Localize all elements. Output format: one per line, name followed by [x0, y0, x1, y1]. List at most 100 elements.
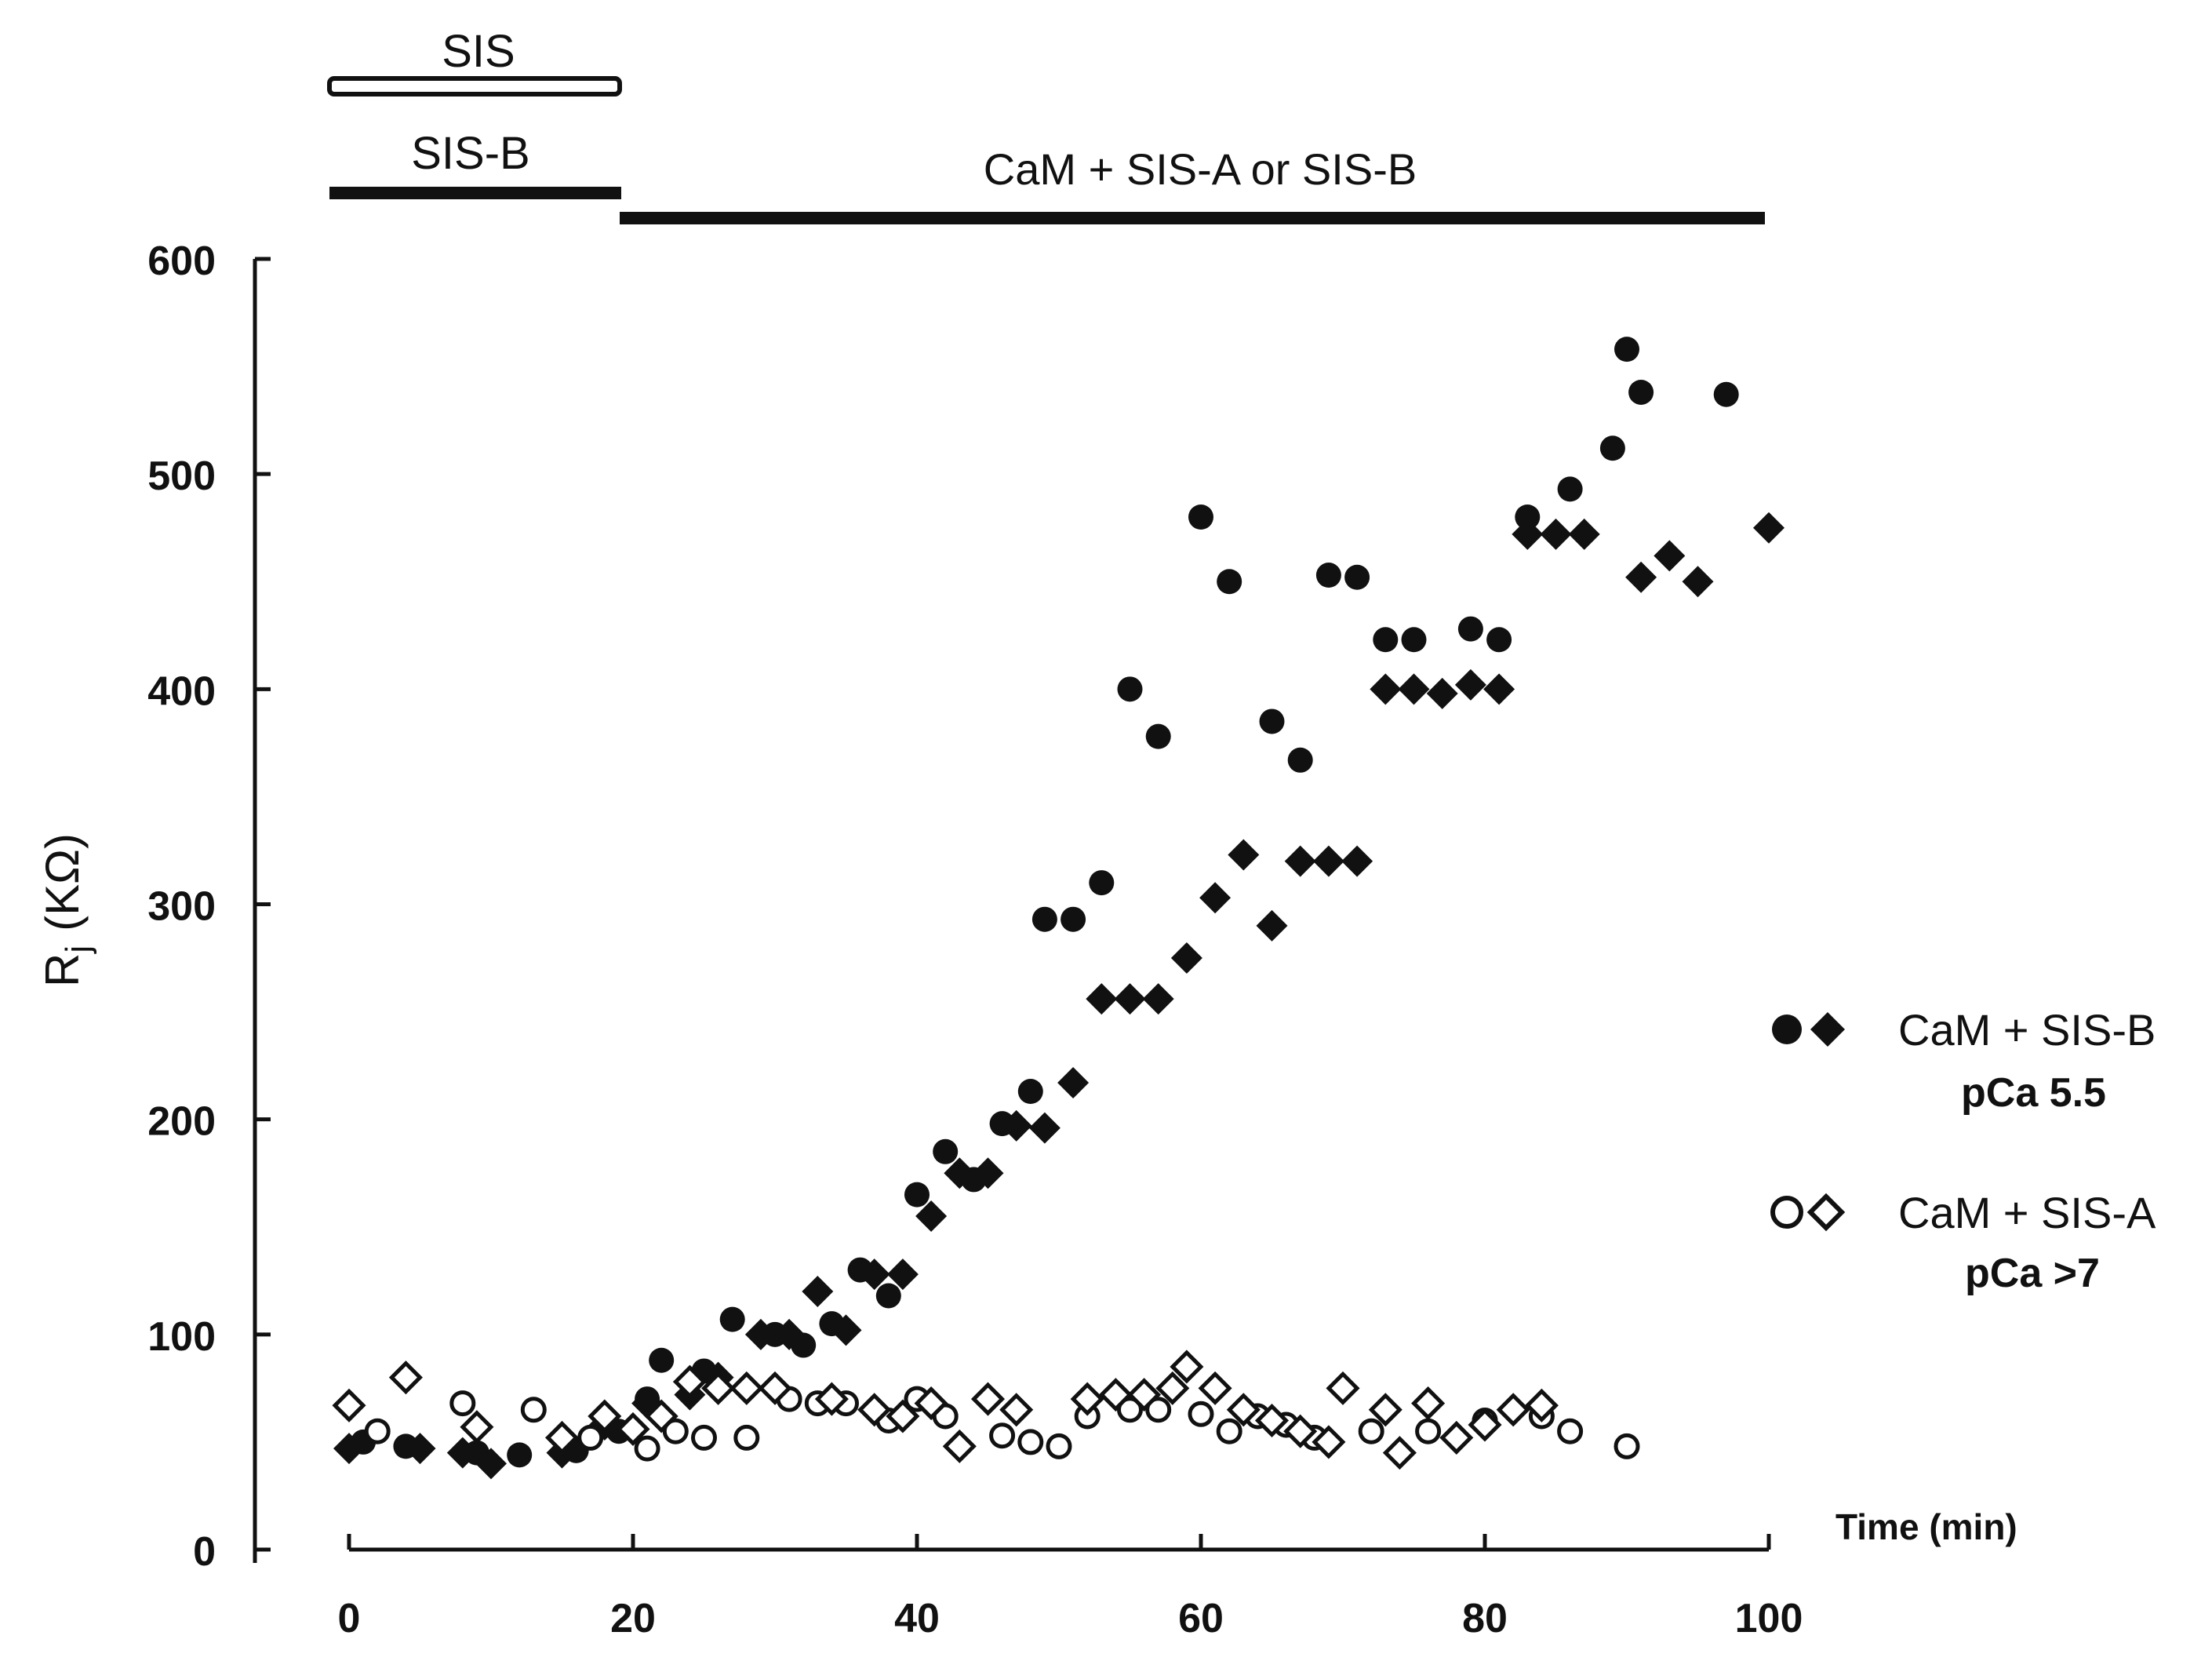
data-point-filled-circle — [1515, 504, 1541, 530]
data-point-open-diamond — [460, 1410, 494, 1444]
x-tick-label: 80 — [1462, 1596, 1508, 1641]
data-point-open-diamond — [1411, 1386, 1446, 1421]
data-point-filled-circle — [1344, 564, 1370, 590]
data-point-filled-diamond — [1682, 566, 1714, 598]
data-point-open-diamond — [1226, 1393, 1261, 1427]
treatment-annotations: SIS SIS-B CaM + SIS-A or SIS-B — [327, 26, 1765, 224]
y-tick-label: 100 — [147, 1314, 216, 1360]
data-point-open-diamond — [942, 1429, 977, 1463]
x-tick-label: 40 — [894, 1596, 940, 1641]
data-point-filled-circle — [1599, 435, 1625, 461]
data-point-filled-circle — [1089, 870, 1115, 896]
data-point-filled-circle — [1486, 627, 1512, 653]
data-point-filled-diamond — [1753, 512, 1785, 544]
data-point-filled-circle — [1373, 627, 1399, 653]
axes: 0 100 200 300 400 500 600 0 20 40 60 80 100 — [147, 239, 1803, 1641]
data-point-filled-diamond — [802, 1276, 834, 1307]
legend-item-cam-sis-a: CaM + SIS-A pCa >7 — [1770, 1188, 2156, 1296]
legend-filled-circle-marker — [1772, 1014, 1802, 1044]
data-point-open-diamond — [1468, 1408, 1502, 1442]
sis-annotation-label: SIS — [442, 26, 515, 77]
sisb-solid-bar — [329, 187, 621, 199]
data-point-filled-diamond — [1142, 983, 1174, 1015]
data-point-open-circle — [691, 1424, 717, 1451]
data-point-open-circle — [1216, 1418, 1242, 1444]
data-point-open-circle — [989, 1422, 1016, 1449]
data-point-open-diamond — [999, 1393, 1034, 1427]
data-point-open-circle — [662, 1418, 689, 1444]
data-point-filled-diamond — [1199, 882, 1232, 914]
data-point-filled-circle — [1145, 723, 1171, 749]
data-point-open-diamond — [857, 1393, 892, 1427]
data-point-filled-diamond — [1454, 668, 1486, 701]
data-point-filled-diamond — [1284, 845, 1316, 877]
data-point-filled-diamond — [1028, 1112, 1061, 1144]
legend-filled-diamond-marker — [1810, 1012, 1845, 1047]
data-point-open-diamond — [914, 1386, 948, 1421]
legend-sublabel-pca-5-5: pCa 5.5 — [1961, 1070, 2106, 1116]
legend-item-cam-sis-b: CaM + SIS-B pCa 5.5 — [1772, 1005, 2156, 1116]
data-point-filled-circle — [1259, 708, 1285, 734]
data-point-open-diamond — [701, 1371, 736, 1405]
svg-text:Rj(KΩ): Rj (KΩ) — [36, 833, 97, 987]
data-point-filled-circle — [875, 1283, 901, 1309]
data-point-open-circle — [577, 1424, 604, 1451]
data-point-filled-diamond — [1057, 1067, 1090, 1099]
data-point-open-diamond — [1312, 1425, 1346, 1459]
x-tick-label: 0 — [338, 1596, 361, 1641]
data-point-open-diamond — [1382, 1436, 1417, 1470]
data-point-filled-circle — [1401, 627, 1427, 653]
data-point-filled-circle — [1628, 379, 1654, 405]
data-point-filled-circle — [933, 1138, 959, 1164]
data-point-filled-diamond — [1370, 673, 1402, 705]
legend: CaM + SIS-B pCa 5.5 CaM + SIS-A pCa >7 — [1770, 1005, 2156, 1296]
data-point-filled-circle — [719, 1306, 745, 1332]
data-point-open-diamond — [758, 1371, 792, 1405]
data-point-open-circle — [1557, 1418, 1584, 1444]
data-point-open-diamond — [814, 1382, 849, 1416]
data-point-open-circle — [364, 1418, 391, 1444]
y-axis-title-unit: (KΩ) — [36, 833, 89, 931]
data-point-filled-diamond — [972, 1157, 1004, 1189]
data-point-open-diamond — [544, 1420, 580, 1455]
data-point-open-diamond — [1326, 1371, 1360, 1405]
data-point-filled-circle — [1017, 1079, 1043, 1105]
data-point-filled-diamond — [446, 1437, 478, 1469]
data-point-filled-diamond — [404, 1433, 436, 1465]
data-point-open-circle — [1415, 1418, 1442, 1444]
y-axis-title-subscript: j — [59, 945, 97, 955]
data-point-filled-diamond — [744, 1318, 777, 1350]
data-point-filled-circle — [1557, 476, 1583, 502]
data-point-filled-diamond — [1312, 845, 1344, 877]
data-point-filled-diamond — [1228, 839, 1260, 871]
data-point-filled-diamond — [1341, 845, 1373, 877]
data-point-open-circle — [1188, 1401, 1214, 1427]
data-point-filled-circle — [1713, 381, 1739, 407]
data-point-filled-circle — [1217, 569, 1242, 595]
data-point-filled-diamond — [1114, 983, 1146, 1015]
data-point-filled-diamond — [1256, 909, 1288, 942]
data-point-filled-circle — [1614, 337, 1639, 362]
x-tick-label: 100 — [1735, 1596, 1803, 1641]
y-axis-title: Rj (KΩ) — [36, 833, 97, 987]
data-point-open-circle — [1017, 1429, 1044, 1455]
data-point-filled-circle — [1188, 504, 1213, 530]
data-points — [332, 337, 1785, 1480]
data-point-open-diamond — [729, 1371, 764, 1405]
data-point-open-diamond — [1496, 1393, 1530, 1427]
data-point-filled-circle — [1031, 906, 1057, 932]
data-point-filled-diamond — [1625, 561, 1657, 593]
data-point-open-diamond — [616, 1411, 650, 1447]
y-tick-label: 400 — [147, 668, 216, 714]
data-point-filled-diamond — [333, 1433, 365, 1465]
data-point-open-diamond — [1524, 1388, 1559, 1422]
data-point-filled-diamond — [1568, 518, 1600, 550]
data-point-open-circle — [733, 1424, 760, 1451]
data-point-filled-diamond — [1000, 1109, 1032, 1142]
data-point-open-circle — [1145, 1397, 1172, 1423]
data-point-filled-diamond — [1540, 518, 1572, 550]
legend-sublabel-pca-gt-7: pCa >7 — [1965, 1251, 2100, 1296]
sisb-annotation-label: SIS-B — [411, 128, 530, 179]
cam-solid-bar — [620, 212, 1765, 224]
